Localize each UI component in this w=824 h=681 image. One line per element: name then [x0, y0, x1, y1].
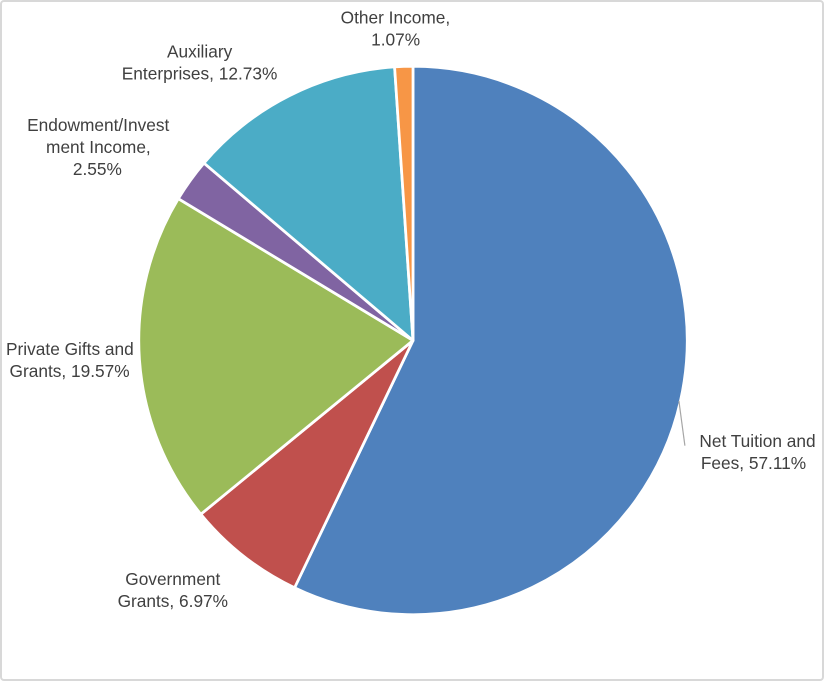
svg-text:Endowment/Invest: Endowment/Invest [27, 115, 169, 135]
svg-text:Fees, 57.11%: Fees, 57.11% [701, 453, 806, 473]
svg-text:Grants, 19.57%: Grants, 19.57% [10, 361, 130, 381]
svg-text:Private Gifts and: Private Gifts and [6, 339, 134, 359]
svg-text:Government: Government [125, 569, 220, 589]
svg-text:2.55%: 2.55% [73, 159, 122, 179]
svg-text:Net Tuition and: Net Tuition and [699, 431, 815, 451]
svg-text:1.07%: 1.07% [371, 30, 420, 50]
svg-text:Enterprises, 12.73%: Enterprises, 12.73% [122, 63, 278, 83]
svg-text:Auxiliary: Auxiliary [167, 41, 233, 61]
svg-text:ment Income,: ment Income, [46, 137, 151, 157]
svg-text:Grants, 6.97%: Grants, 6.97% [118, 591, 228, 611]
svg-text:Other Income,: Other Income, [341, 8, 451, 28]
